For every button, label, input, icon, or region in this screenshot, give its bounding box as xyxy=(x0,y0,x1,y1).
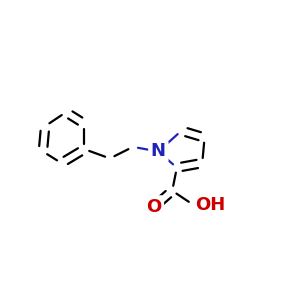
Text: O: O xyxy=(146,198,161,216)
Text: OH: OH xyxy=(195,196,226,214)
Text: N: N xyxy=(151,142,166,160)
